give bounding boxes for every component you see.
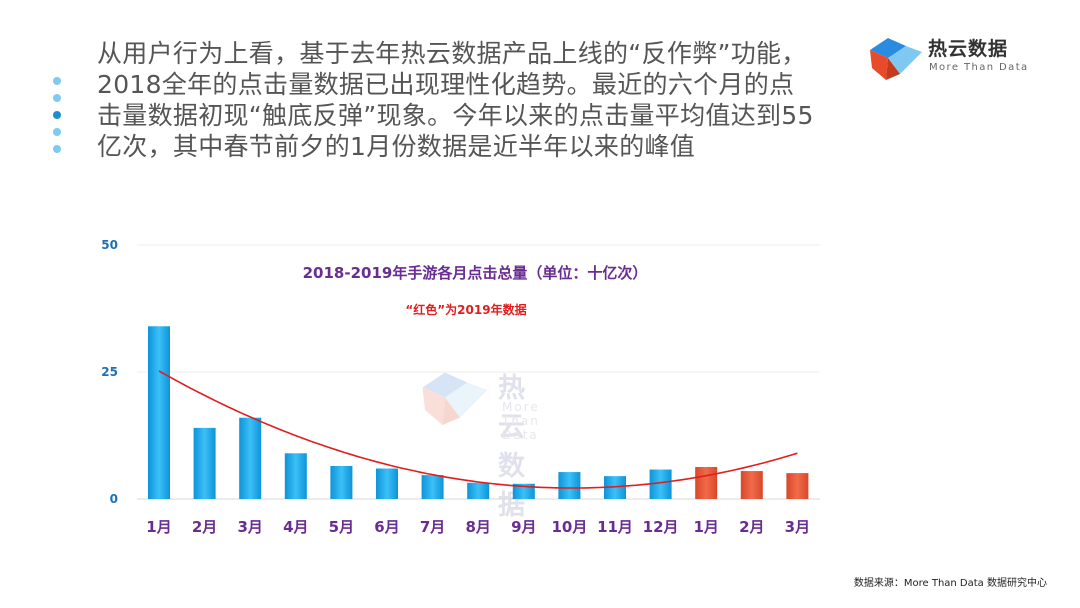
- bar-2018-12: [649, 469, 672, 499]
- x-tick-label: 3月: [237, 518, 262, 536]
- watermark-cube-icon: [422, 372, 488, 425]
- bullet-dots: [53, 77, 65, 162]
- bullet-dot: [53, 111, 61, 119]
- watermark-name: 热云数据: [498, 373, 527, 521]
- x-tick-label: 9月: [511, 518, 536, 536]
- x-tick-label: 1月: [146, 518, 171, 536]
- x-tick-label: 5月: [329, 518, 354, 536]
- x-tick-label: 10月: [551, 518, 587, 536]
- y-tick-label: 0: [110, 492, 118, 506]
- bar-2018-3: [239, 417, 262, 499]
- bar-2019-2: [740, 471, 763, 499]
- y-tick-label: 25: [101, 365, 118, 379]
- bar-2018-6: [376, 468, 398, 499]
- y-tick-label: 50: [101, 238, 118, 252]
- x-tick-label: 4月: [283, 518, 308, 536]
- x-tick-label: 2月: [192, 518, 217, 536]
- bullet-dot: [53, 94, 61, 102]
- x-tick-label: 11月: [597, 518, 633, 536]
- x-tick-label: 1月: [693, 518, 718, 536]
- bar-2018-8: [467, 482, 490, 499]
- bullet-dot: [53, 128, 61, 136]
- x-tick-label: 8月: [465, 518, 490, 536]
- data-source: 数据来源：More Than Data 数据研究中心: [853, 578, 1047, 589]
- bar-2019-1: [695, 466, 718, 499]
- x-tick-label: 2月: [739, 518, 764, 536]
- bullet-dot: [53, 77, 61, 85]
- bar-2018-1: [148, 326, 170, 499]
- logo-cube-icon: [870, 38, 922, 80]
- x-tick-label: 3月: [785, 518, 810, 536]
- chart-title: 2018-2019年手游各月点击总量（单位：十亿次）: [303, 264, 648, 282]
- x-tick-label: 12月: [643, 518, 679, 536]
- trend-line: [158, 370, 798, 489]
- bullet-dot: [53, 145, 61, 153]
- watermark: 热云数据 More Than Data: [410, 360, 538, 521]
- bar-2018-4: [284, 453, 307, 499]
- bar-2018-7: [421, 475, 444, 499]
- x-tick-label: 7月: [420, 518, 445, 536]
- brand-logo: 热云数据 More Than Data: [866, 28, 1036, 84]
- bar-2018-5: [330, 465, 353, 499]
- chart-subtitle: “红色”为2019年数据: [405, 302, 526, 317]
- bar-2018-2: [193, 427, 216, 499]
- logo-tagline: More Than Data: [929, 62, 1029, 73]
- x-tick-label: 6月: [374, 518, 399, 536]
- watermark-tagline: More Than Data: [502, 400, 540, 442]
- headline-text: 从用户行为上看，基于去年热云数据产品上线的“反作弊”功能，2018全年的点击量数…: [97, 39, 814, 161]
- bar-2018-11: [604, 476, 626, 499]
- logo-name: 热云数据: [928, 38, 1009, 60]
- bar-2018-10: [558, 472, 581, 499]
- bar-2019-3: [786, 473, 809, 499]
